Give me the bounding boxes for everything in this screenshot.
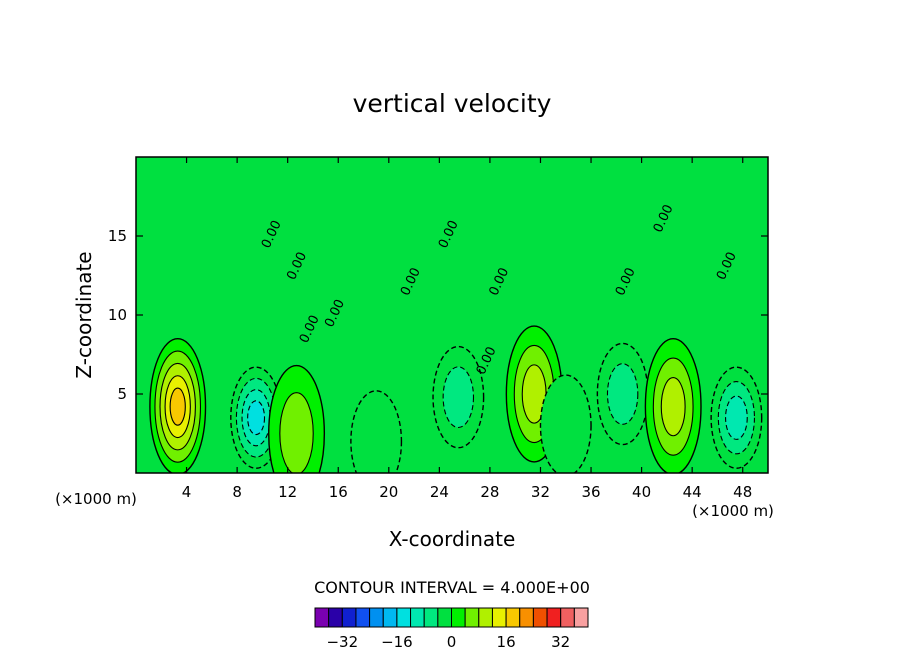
colorbar [314, 607, 589, 628]
contour-downdraft-4-level--4 [350, 390, 403, 473]
y-tick-label: 10 [108, 306, 127, 324]
colorbar-swatch [451, 607, 466, 628]
contour-downdraft-8-level--8 [606, 363, 639, 425]
colorbar-swatch [355, 607, 371, 628]
colorbar-swatch [396, 607, 412, 628]
colorbar-swatch [410, 607, 425, 628]
x-tick-label: 20 [379, 483, 398, 501]
y-axis-label: Z-coordinate [72, 251, 96, 378]
colorbar-swatch [519, 607, 534, 628]
x-tick-label: 48 [733, 483, 752, 501]
contour-downdraft-2-level--16 [247, 400, 266, 436]
y-axis-ticks: 5 10 15 [108, 227, 768, 403]
colorbar-swatch [573, 607, 589, 628]
colorbar-tick-label: −16 [381, 633, 413, 651]
y-tick-label: 15 [108, 227, 127, 245]
colorbar-swatch [546, 607, 562, 628]
contour-downdraft-10-level--12 [725, 395, 748, 440]
y-tick-label: 5 [117, 385, 127, 403]
colorbar-tick-label: 32 [551, 633, 570, 651]
colorbar-swatch [491, 607, 507, 628]
x-unit-right: (×1000 m) [692, 502, 774, 520]
colorbar-ticks: −32 −16 0 16 32 [326, 633, 570, 651]
x-axis-label: X-coordinate [389, 527, 516, 551]
colorbar-swatch [423, 607, 439, 628]
contour-interval-text: CONTOUR INTERVAL = 4.000E+00 [314, 578, 590, 597]
colorbar-swatch [314, 607, 330, 628]
x-tick-label: 44 [683, 483, 702, 501]
colorbar-tick-label: 0 [447, 633, 457, 651]
x-tick-label: 16 [329, 483, 348, 501]
colorbar-tick-label: 16 [497, 633, 516, 651]
x-tick-label: 24 [430, 483, 449, 501]
x-tick-label: 28 [480, 483, 499, 501]
colorbar-swatch [341, 607, 357, 628]
colorbar-swatch [328, 607, 343, 628]
contour-updraft-9-level-12 [660, 376, 686, 437]
contour-fields [149, 325, 763, 473]
colorbar-swatch [532, 607, 548, 628]
x-tick-label: 36 [581, 483, 600, 501]
colorbar-tick-label: −32 [326, 633, 358, 651]
x-tick-label: 4 [182, 483, 192, 501]
colorbar-swatch [560, 607, 575, 628]
x-tick-label: 40 [632, 483, 651, 501]
chart-title: vertical velocity [353, 89, 552, 118]
contour-downdraft-5-level--8 [442, 366, 475, 429]
contour-updraft-3-level-8 [279, 392, 314, 473]
x-unit-left: (×1000 m) [55, 490, 137, 508]
plot-area: 0.000.000.000.00 0.000.000.000.00 0.00 0.00… [135, 156, 769, 474]
colorbar-swatch [505, 607, 521, 628]
contour-updraft-1-level-20 [169, 387, 186, 426]
x-tick-label: 12 [278, 483, 297, 501]
colorbar-swatch [382, 607, 398, 628]
contour-downdraft-7-level--4 [539, 374, 592, 473]
x-tick-label: 8 [232, 483, 242, 501]
x-axis-ticks: 4 8 12 16 20 24 28 32 36 40 44 48 [182, 157, 752, 501]
colorbar-swatch [478, 607, 493, 628]
x-tick-label: 32 [531, 483, 550, 501]
colorbar-swatch [464, 607, 480, 628]
colorbar-swatch [369, 607, 384, 628]
colorbar-swatch [437, 607, 453, 628]
